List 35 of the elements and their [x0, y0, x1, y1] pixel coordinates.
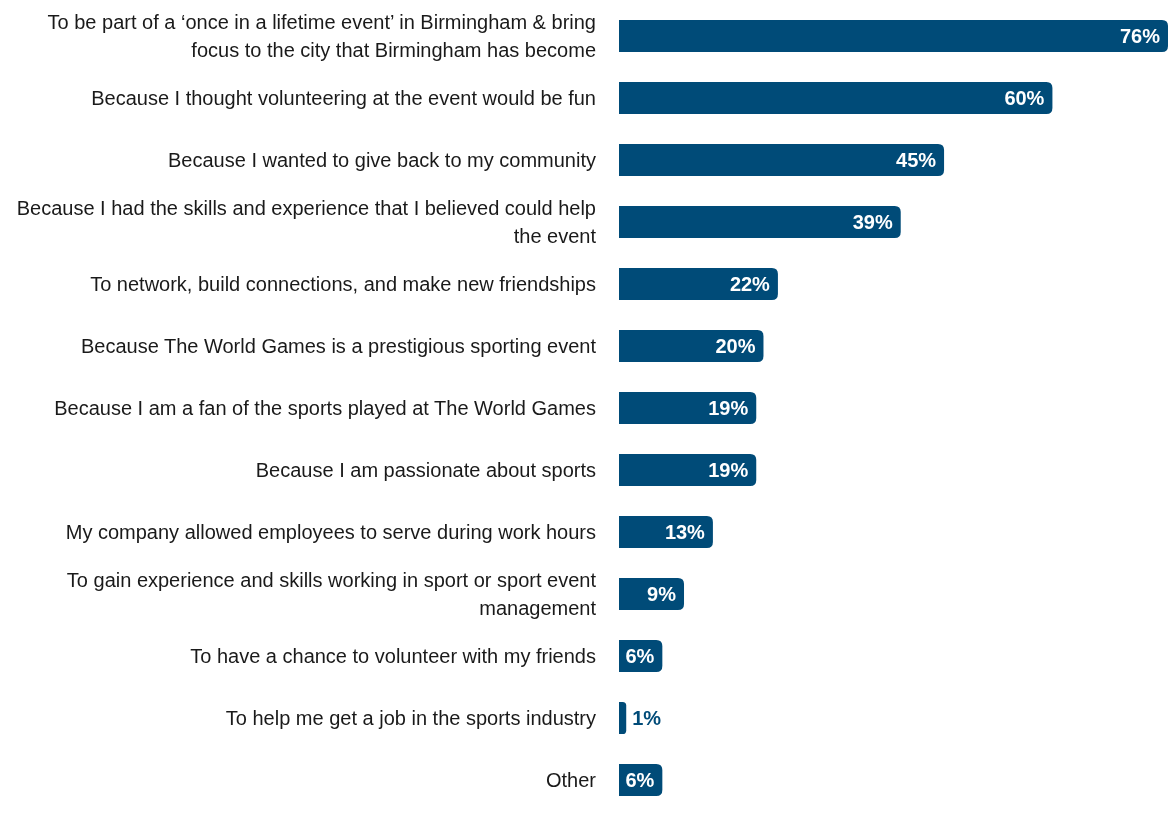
bar [619, 391, 757, 425]
bar [619, 81, 1053, 115]
bar [619, 267, 778, 301]
y-tick-label: Because I am a fan of the sports played at The World Games [54, 397, 596, 420]
bar [619, 329, 764, 363]
y-tick-label: My company allowed employees to serve during work hours [65, 521, 596, 544]
y-tick-label: Because I thought volunteering at the event would be fun [91, 87, 596, 110]
bar [619, 701, 627, 735]
y-tick-label: Because I wanted to give back to my community [168, 149, 596, 172]
y-tick-label: Because I am passionate about sports [255, 459, 596, 482]
y-tick-label: Other [545, 769, 597, 792]
data-label: 6% [625, 769, 655, 792]
data-label: 6% [625, 645, 655, 668]
y-tick-label: To be part of a ‘once in a lifetime event’ in Birmingham & bring focus to the city that Birmingham has become [47, 11, 596, 62]
data-label: 76% [1119, 25, 1161, 48]
bar [619, 453, 757, 487]
y-tick-label: To gain experience and skills working in sport or sport event management [66, 569, 597, 620]
bar [619, 19, 1168, 53]
data-label: 1% [632, 707, 662, 730]
y-tick-label: Because The World Games is a prestigious sporting event [80, 335, 597, 358]
data-label: 60% [1004, 87, 1045, 110]
y-tick-label: To have a chance to volunteer with my friends [190, 645, 596, 668]
bar [619, 205, 901, 239]
y-tick-label: To help me get a job in the sports industry [225, 707, 596, 730]
data-label: 20% [715, 335, 756, 358]
bar [619, 143, 945, 177]
data-label: 9% [647, 583, 677, 606]
y-tick-label: Because I had the skills and experience that I believed could help the event [16, 197, 597, 248]
data-label: 19% [708, 459, 749, 482]
data-label: 39% [852, 211, 893, 234]
data-label: 22% [729, 273, 771, 296]
data-label: 45% [896, 149, 937, 172]
y-tick-label: To network, build connections, and make new friendships [90, 273, 596, 296]
data-label: 13% [664, 521, 706, 544]
data-label: 19% [708, 397, 749, 420]
